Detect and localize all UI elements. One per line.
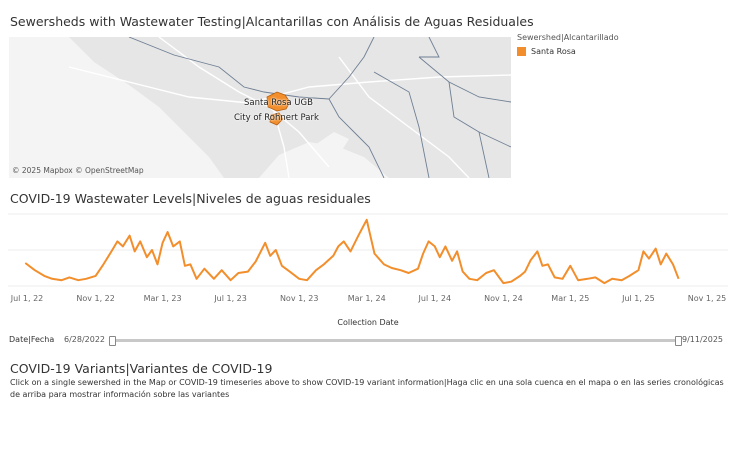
x-tick-label: Nov 1, 23	[280, 294, 319, 303]
x-tick-label: Nov 1, 25	[688, 294, 727, 303]
sewershed-santa-rosa[interactable]	[266, 91, 291, 126]
map-label-rohnert-park: City of Rohnert Park	[234, 113, 319, 123]
date-range-slider[interactable]	[112, 339, 681, 342]
sewershed-map[interactable]: Santa Rosa UGB City of Rohnert Park © 20…	[9, 37, 511, 178]
x-tick-label: Jul 1, 23	[213, 294, 247, 303]
legend-title: Sewershed|Alcantarillado	[517, 33, 619, 42]
map-attribution[interactable]: © 2025 Mapbox © OpenStreetMap	[12, 166, 144, 175]
x-tick-label: Jul 1, 25	[621, 294, 655, 303]
date-filter: Date|Fecha 6/28/2022 9/11/2025	[9, 333, 729, 349]
variants-title: COVID-19 Variants|Variantes de COVID-19	[10, 361, 273, 376]
x-tick-label: Jul 1, 22	[10, 294, 44, 303]
map-basemap	[9, 37, 511, 178]
date-filter-end: 9/11/2025	[682, 335, 724, 344]
x-axis-ticks: Jul 1, 22 Nov 1, 22 Mar 1, 23 Jul 1, 23 Nov …	[10, 294, 727, 303]
legend-item-santa-rosa[interactable]: Santa Rosa	[517, 47, 619, 56]
date-filter-start: 6/28/2022	[64, 335, 106, 344]
series-line-santa-rosa[interactable]	[24, 218, 680, 285]
x-tick-label: Mar 1, 23	[144, 294, 182, 303]
wastewater-line-chart[interactable]: Jul 1, 22 Nov 1, 22 Mar 1, 23 Jul 1, 23 Nov …	[0, 208, 736, 333]
map-label-santa-rosa: Santa Rosa UGB	[244, 98, 313, 108]
chart-gridlines	[8, 213, 728, 287]
legend-item-label: Santa Rosa	[531, 47, 576, 56]
x-tick-label: Mar 1, 24	[348, 294, 386, 303]
legend-swatch	[517, 47, 526, 56]
slider-handle-end[interactable]	[675, 336, 682, 346]
slider-handle-start[interactable]	[109, 336, 116, 346]
map-title: Sewersheds with Wastewater Testing|Alcan…	[10, 14, 534, 29]
variants-description: Click on a single sewershed in the Map o…	[10, 378, 724, 399]
x-axis-title: Collection Date	[337, 318, 398, 327]
date-filter-label: Date|Fecha	[9, 335, 55, 344]
x-tick-label: Mar 1, 25	[551, 294, 589, 303]
x-tick-label: Jul 1, 24	[418, 294, 452, 303]
chart-title: COVID-19 Wastewater Levels|Niveles de ag…	[10, 191, 371, 206]
x-tick-label: Nov 1, 24	[484, 294, 523, 303]
x-tick-label: Nov 1, 22	[76, 294, 115, 303]
map-legend: Sewershed|Alcantarillado Santa Rosa	[517, 33, 619, 56]
